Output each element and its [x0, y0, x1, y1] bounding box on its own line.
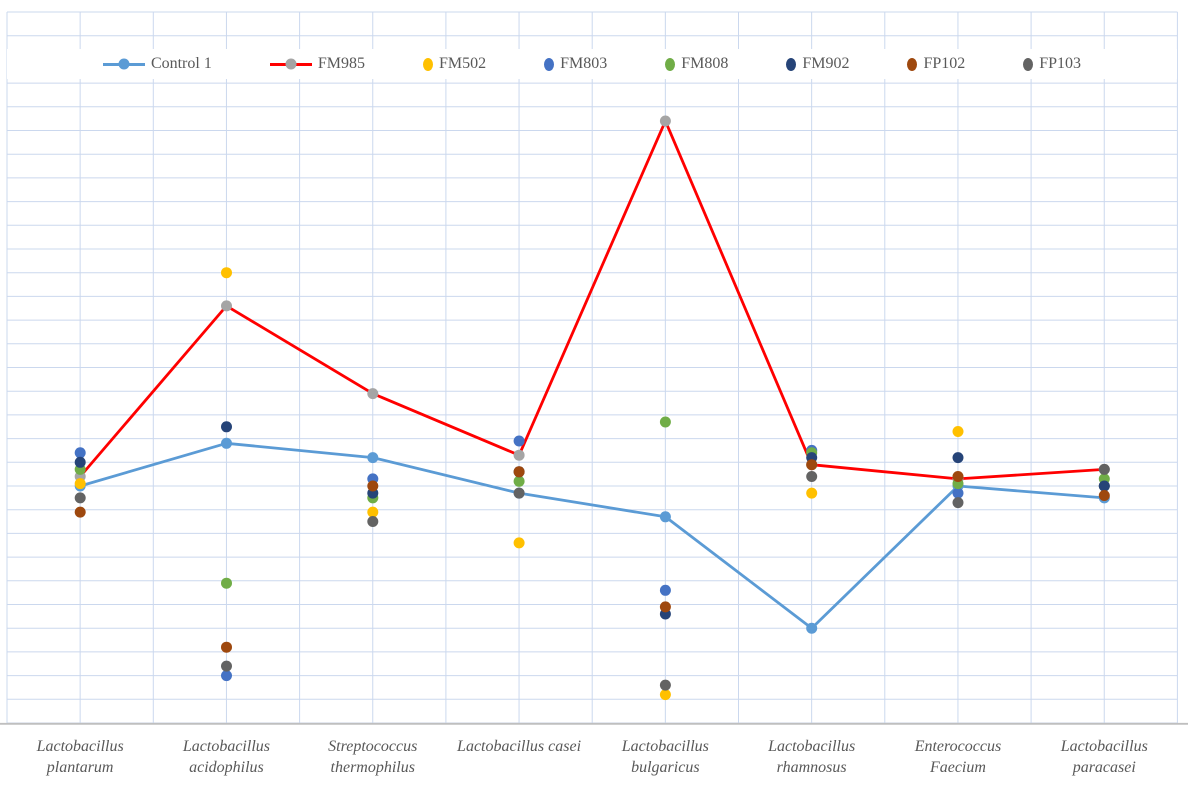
- legend-marker-icon: [786, 57, 797, 71]
- legend-item-fm502: FM502: [422, 55, 487, 73]
- x-axis-label-line: rhamnosus: [776, 759, 847, 776]
- x-axis-label-line: bulgaricus: [631, 759, 700, 776]
- marker-control-1: [659, 511, 671, 523]
- marker-fm902: [221, 421, 232, 433]
- marker-fm808: [221, 577, 232, 589]
- x-axis-label-lactobacillus-rhamnosus: Lactobacillus rhamnosus: [734, 736, 890, 778]
- chart-legend: Control 1 FM985 FM502 FM803 FM808 FM902 FP102 F…: [7, 49, 1177, 79]
- marker-fm803: [74, 447, 86, 459]
- marker-fp103: [659, 679, 671, 691]
- x-axis-label-lactobacillus-plantarum: Lactobacillus plantarum: [2, 736, 158, 778]
- marker-fp103: [806, 471, 818, 482]
- x-axis-label-line: paracasei: [1072, 759, 1136, 776]
- series-line-control-1: [78, 441, 1106, 630]
- x-axis-label-line: thermophilus: [330, 759, 415, 776]
- x-axis-label-line: Lactobacillus: [36, 738, 124, 755]
- legend-marker-icon: [1023, 57, 1034, 71]
- series-line-fm985: [78, 119, 1106, 481]
- marker-fm803: [952, 487, 964, 499]
- x-axis-label-line: Faecium: [929, 759, 986, 776]
- x-axis-label-lactobacillus-acidophilus: Lactobacillus acidophilus: [148, 736, 304, 778]
- legend-item-fm808: FM808: [665, 55, 728, 73]
- marker-fp103: [1098, 463, 1110, 475]
- legend-label: FP103: [1039, 55, 1082, 72]
- x-axis-label-line: Lactobacillus: [1060, 738, 1148, 755]
- legend-marker-icon: [544, 57, 555, 71]
- marker-fp103: [221, 660, 232, 672]
- marker-fm985: [367, 388, 379, 400]
- marker-fm985: [221, 300, 232, 312]
- x-axis-label-line: Lactobacillus: [182, 738, 270, 755]
- x-axis-label-line: Streptococcus: [328, 738, 418, 755]
- marker-fm502: [367, 506, 379, 518]
- x-axis-label-line: Lactobacillus casei: [457, 738, 582, 755]
- legend-item-fp102: FP102: [907, 55, 965, 73]
- legend-line-swatch-control-1: [102, 58, 145, 70]
- marker-fp103: [513, 487, 525, 499]
- legend-label: FM985: [317, 55, 365, 72]
- x-axis-label-streptococcus-thermophilus: Streptococcus thermophilus: [295, 736, 451, 778]
- x-axis-label-line: acidophilus: [189, 759, 264, 776]
- x-axis-label-lactobacillus-paracasei: Lactobacillus paracasei: [1026, 736, 1182, 778]
- x-axis-label-lactobacillus-casei: Lactobacillus casei: [441, 736, 597, 757]
- legend-item-fm902: FM902: [786, 55, 849, 73]
- marker-fm902: [74, 456, 86, 468]
- legend-label: FM803: [560, 55, 608, 72]
- marker-fm502: [952, 426, 964, 437]
- x-axis-label-line: Lactobacillus: [621, 738, 709, 755]
- marker-fm502: [659, 689, 671, 701]
- marker-fm502: [513, 537, 525, 549]
- x-axis-label-line: plantarum: [46, 759, 114, 776]
- marker-fm803: [513, 435, 525, 447]
- marker-fm808: [513, 475, 525, 487]
- marker-fm502: [221, 267, 232, 279]
- legend-item-fm985: FM985: [269, 55, 365, 73]
- x-axis-label-lactobacillus-bulgaricus: Lactobacillus bulgaricus: [587, 736, 743, 778]
- marker-fp102: [221, 641, 232, 653]
- marker-fm808: [659, 416, 671, 428]
- legend-marker-icon: [665, 57, 676, 71]
- legend-item-fm803: FM803: [544, 55, 607, 73]
- legend-item-control-1: Control 1: [102, 55, 212, 73]
- x-axis-label-line: Enterococcus: [914, 738, 1002, 755]
- marker-fp102: [1098, 490, 1110, 501]
- legend-label: FP102: [923, 55, 966, 72]
- marker-fm985: [513, 449, 525, 461]
- marker-fp102: [659, 601, 671, 613]
- marker-fm502: [74, 478, 86, 490]
- legend-label: FM902: [802, 55, 850, 72]
- marker-fm902: [952, 452, 964, 464]
- legend-marker-icon: [907, 57, 918, 71]
- marker-control-1: [367, 452, 379, 464]
- legend-label: FM808: [681, 55, 729, 72]
- marker-fm985: [659, 115, 671, 127]
- legend-label: Control 1: [150, 55, 212, 72]
- marker-fp102: [74, 506, 86, 518]
- marker-fm902: [1098, 480, 1110, 492]
- legend-line-swatch-fm985: [269, 58, 312, 70]
- legend-marker-icon: [285, 58, 297, 70]
- x-axis-label-line: Lactobacillus: [768, 738, 856, 755]
- legend-marker-icon: [118, 58, 130, 70]
- marker-fm502: [806, 487, 818, 499]
- marker-fm803: [659, 584, 671, 596]
- legend-label: FM502: [438, 55, 487, 72]
- marker-fp102: [952, 471, 964, 482]
- marker-fp103: [952, 497, 964, 509]
- marker-control-1: [221, 437, 232, 449]
- marker-control-1: [806, 622, 818, 634]
- marker-fm803: [221, 670, 232, 682]
- marker-fp102: [806, 459, 818, 471]
- legend-item-fp103: FP103: [1023, 55, 1081, 73]
- marker-fp103: [74, 492, 86, 504]
- x-axis-label-enterococcus-faecium: Enterococcus Faecium: [880, 736, 1036, 778]
- marker-fp102: [513, 466, 525, 478]
- marker-fp102: [367, 480, 379, 492]
- marker-fp103: [367, 516, 379, 527]
- legend-marker-icon: [422, 57, 433, 71]
